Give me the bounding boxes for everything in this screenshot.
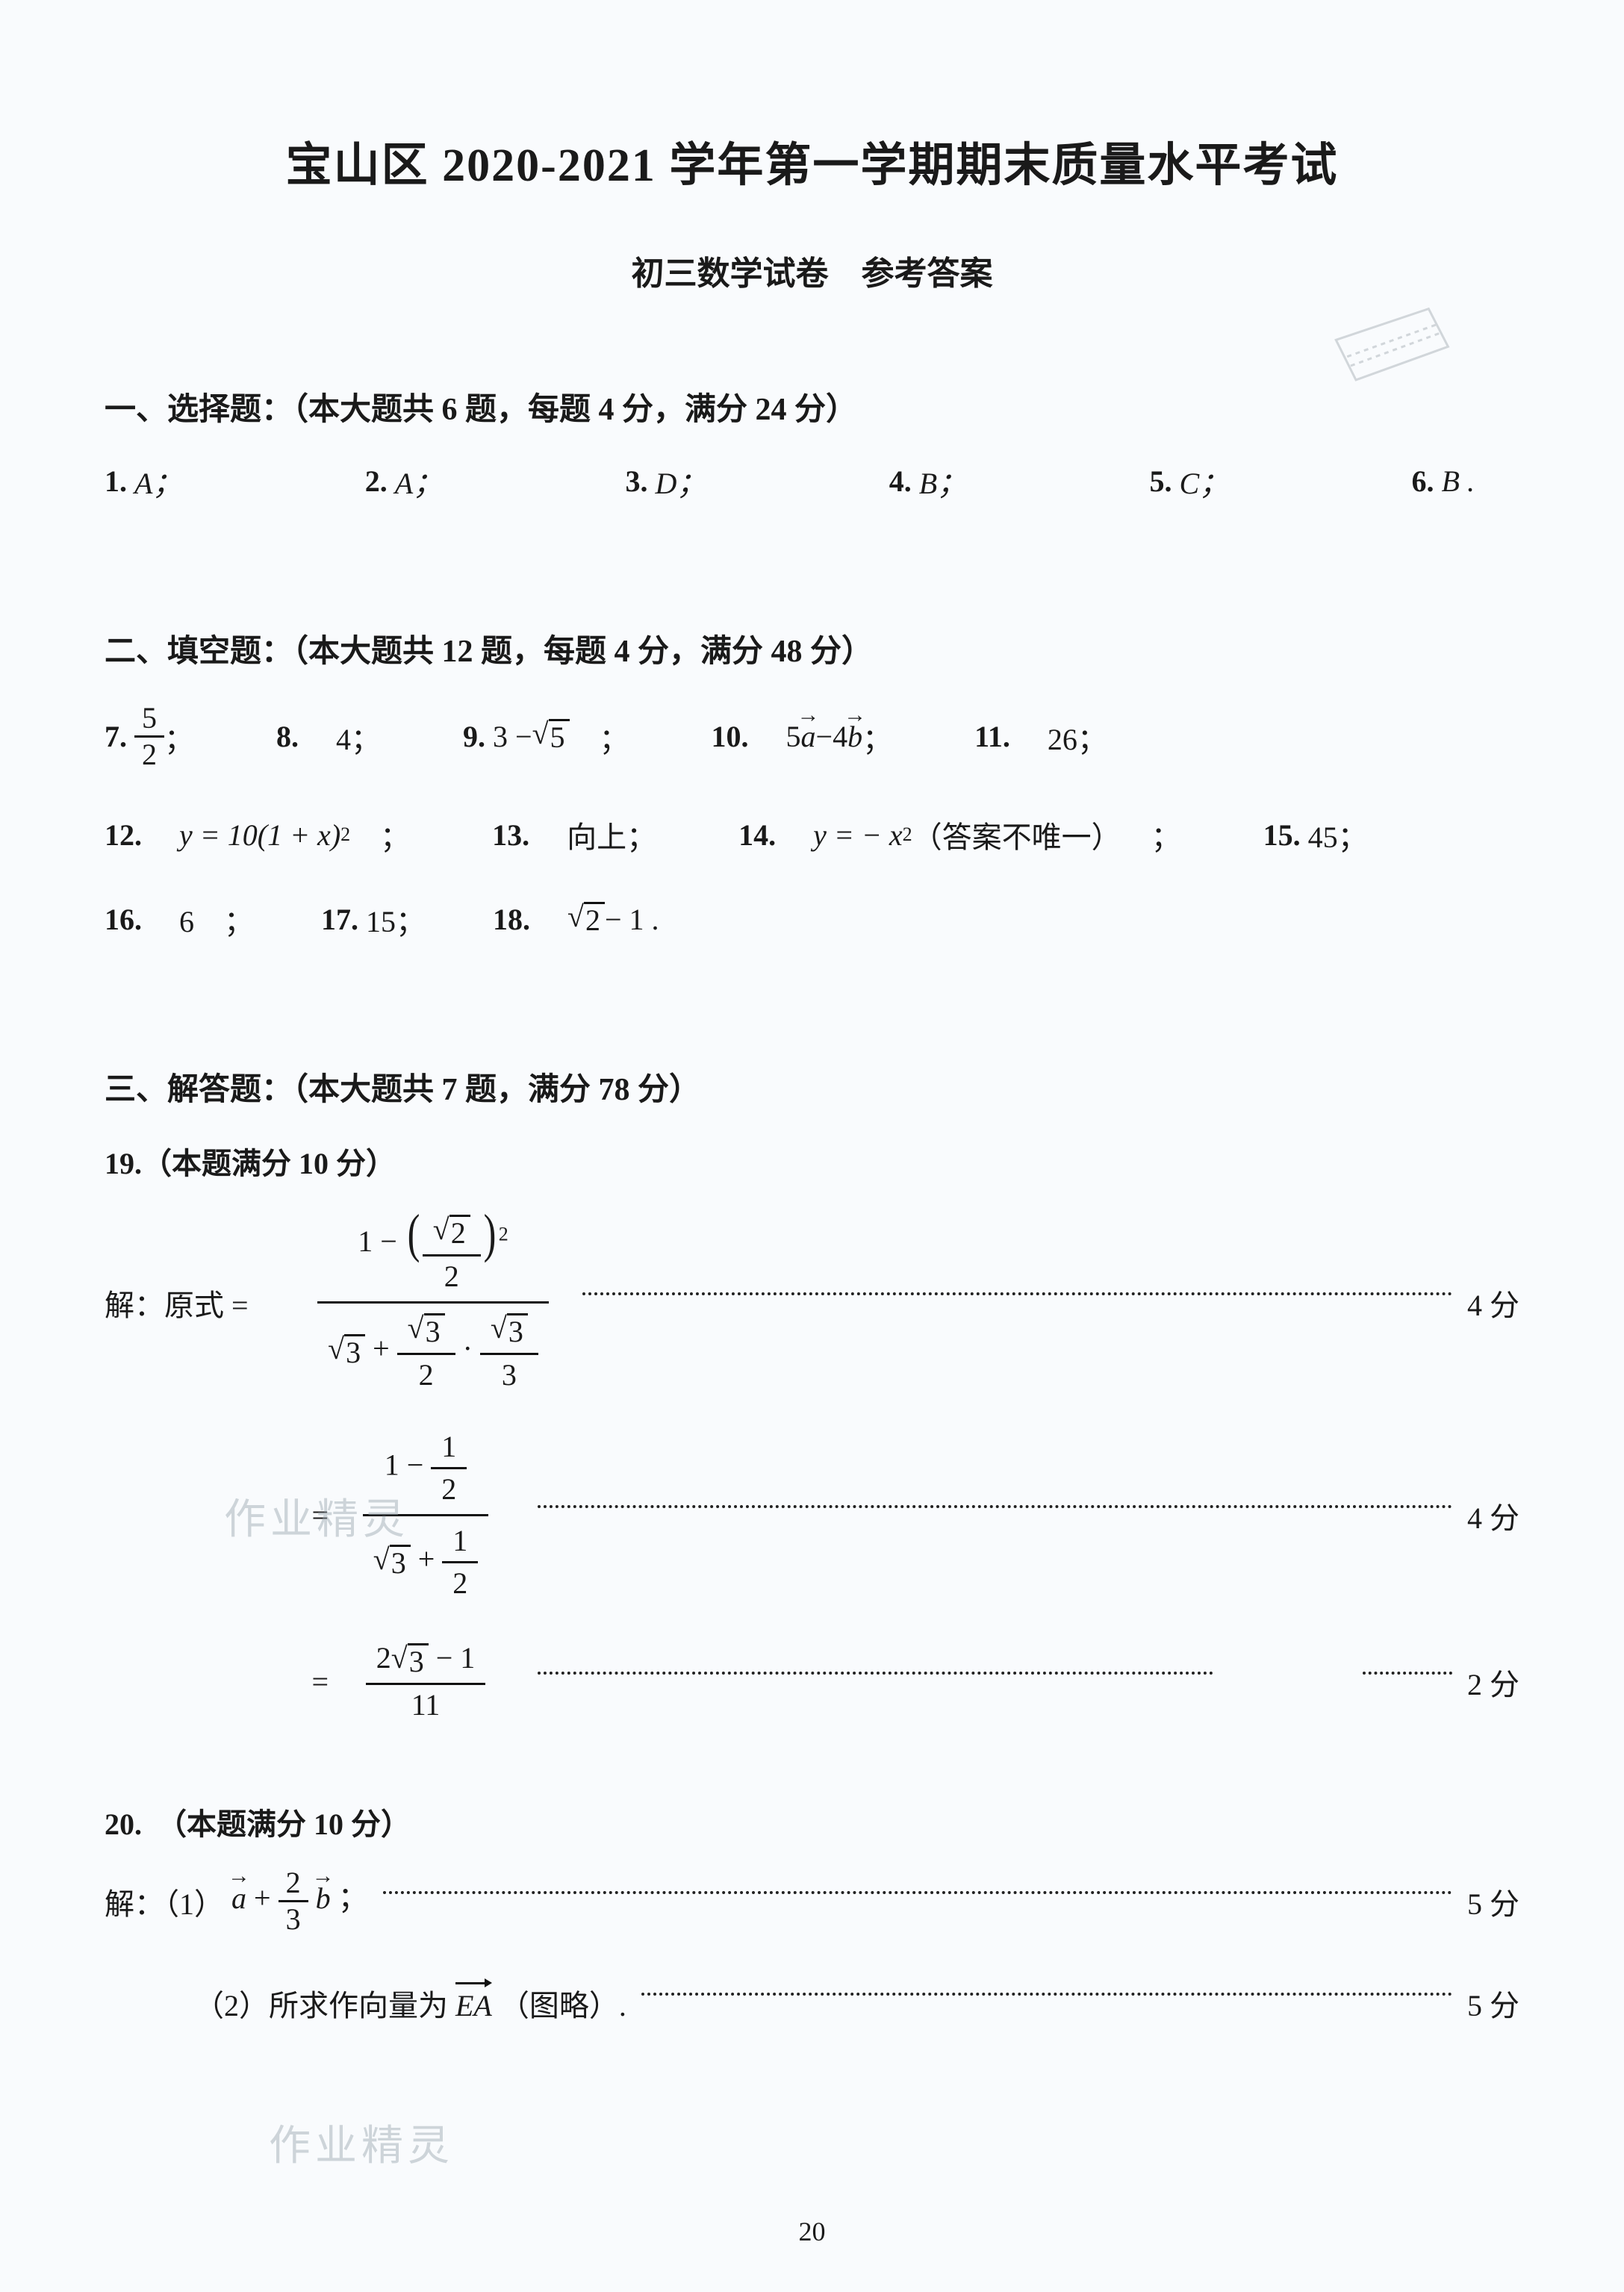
q9: 9. 3 − √5 ； [463,715,629,759]
q19-step1-points: 4 分 [1467,1281,1519,1324]
page-number: 20 [799,2216,826,2247]
q19-step1: 解：原式 = 1 − ( √22 )2 √3 + √32 · √33 [105,1205,1519,1400]
q2: 2.A； [365,459,443,502]
dots-leader [1363,1672,1452,1675]
section1-answers: 1.A； 2.A； 3.D； 4.B； 5.C； 6.B . [105,459,1519,521]
watermark-1: 作业精灵 [224,1486,409,1546]
q13: 13. 向上； [492,813,656,856]
dots-leader [641,1993,1452,1996]
dots-leader [582,1292,1452,1295]
exam-answer-page: 宝山区 2020-2021 学年第一学期期末质量水平考试 初三数学试卷 参考答案… [0,0,1624,2292]
q4: 4.B； [889,459,967,502]
dots-leader [383,1891,1452,1894]
section2-row1: 7. 52 ； 8. 4； 9. 3 − √5 ； 10. 5a − 4b ； … [105,701,1519,791]
section2-row2: 12. y = 10(1 + x)2 ； 13. 向上； 14. y = − x… [105,813,1519,875]
page-subtitle: 初三数学试卷 参考答案 [105,246,1519,294]
q7: 7. 52 ； [105,701,194,772]
dots-leader [538,1672,1213,1675]
section2-row3: 16. 6 ； 17.15； 18. √2 − 1 . [105,897,1519,959]
q3: 3.D； [626,459,707,502]
q19-step3-points: 2 分 [1467,1660,1519,1704]
q19-heading: 19.（本题满分 10 分） [105,1139,1519,1183]
q20-part1-prefix: 解：（1） [105,1880,224,1923]
q20-part1: 解：（1） a + 23 b ； 5 分 [105,1866,1519,1937]
section3-heading: 三、解答题：（本大题共 7 题，满分 78 分） [105,1064,1519,1109]
q20-heading: 20. （本题满分 10 分） [105,1800,1519,1843]
q12: 12. y = 10(1 + x)2 ； [105,813,410,856]
q5: 5.C； [1150,459,1230,502]
q14: 14. y = − x2 （答案不唯一） ； [738,813,1181,856]
q19-step3: = 2√3 − 1 11 2 分 [105,1638,1519,1725]
q1: 1.A； [105,459,182,502]
q20-part2-points: 5 分 [1467,1981,1519,2025]
eq-sign: = [299,1664,329,1699]
q19-prefix: 解：原式 = [105,1281,299,1324]
page-title: 宝山区 2020-2021 学年第一学期期末质量水平考试 [105,127,1519,194]
q20-part1-math: a + 23 b ； [231,1866,368,1937]
section2-heading: 二、填空题：（本大题共 12 题，每题 4 分，满分 48 分） [105,626,1519,671]
q17: 17.15； [321,897,426,941]
q19-step3-math: 2√3 − 1 11 [329,1638,523,1725]
section1-heading: 一、选择题：（本大题共 6 题，每题 4 分，满分 24 分） [105,384,1519,429]
q20-part2-text: （2）所求作向量为 EA （图略）. [194,1981,626,2025]
q16: 16. 6 ； [105,897,254,941]
q19-step1-math: 1 − ( √22 )2 √3 + √32 · √33 [299,1205,567,1400]
q19-step2-points: 4 分 [1467,1494,1519,1537]
q18: 18. √2 − 1 . [493,897,659,941]
dots-leader [538,1505,1452,1508]
q15: 15.45； [1263,813,1368,856]
q10: 10. 5a − 4b ； [712,715,893,759]
q6: 6.B . [1412,464,1475,499]
q20-part2: （2）所求作向量为 EA （图略）. 5 分 [105,1981,1519,2025]
q8: 8. 4； [276,715,381,759]
q20-part1-points: 5 分 [1467,1880,1519,1923]
watermark-2: 作业精灵 [269,2112,454,2173]
q11: 11. 26； [974,715,1107,759]
